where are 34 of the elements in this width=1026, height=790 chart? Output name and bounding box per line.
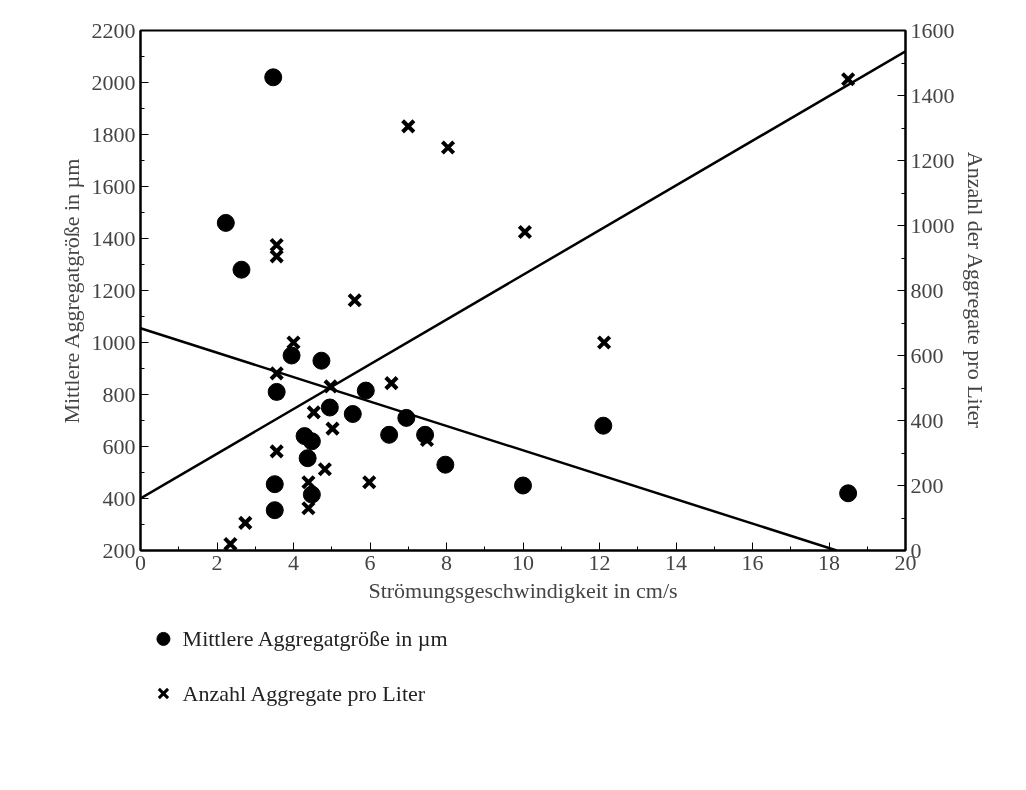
x-axis-title: Strömungsgeschwindigkeit in cm/s	[368, 577, 678, 603]
x-tick-label: 12	[588, 549, 611, 575]
x-tick-label: 16	[741, 549, 764, 575]
x-tick-label: 0	[135, 549, 146, 575]
x-tick-label: 8	[441, 549, 452, 575]
y-tick-label: 200	[102, 537, 136, 563]
x-tick-label: 10	[512, 549, 534, 575]
x-tick-label: 2	[211, 549, 223, 575]
legend-label: Anzahl Aggregate pro Liter	[182, 681, 426, 706]
y2-axis-title: Anzahl der Aggregate pro Liter	[962, 151, 988, 429]
y2-tick-label: 1200	[910, 147, 955, 173]
x-tick-label: 18	[818, 549, 840, 575]
y2-tick-label: 1400	[910, 82, 955, 108]
x-tick-label: 6	[364, 549, 376, 575]
y2-tick-label: 200	[910, 472, 944, 498]
y-tick-label: 1400	[91, 225, 136, 251]
x-tick-label: 4	[288, 549, 299, 575]
y-tick-label: 1200	[91, 277, 136, 303]
x-tick-label: 14	[665, 549, 687, 575]
y2-tick-label: 1000	[910, 212, 955, 238]
y-tick-label: 800	[102, 381, 136, 407]
y-tick-label: 2200	[91, 17, 136, 43]
y2-tick-label: 600	[910, 342, 944, 368]
y-tick-label: 1600	[91, 173, 136, 199]
y2-tick-label: 800	[910, 277, 944, 303]
y2-tick-label: 400	[910, 407, 944, 433]
y2-tick-label: 1600	[910, 17, 955, 43]
y-tick-label: 1000	[91, 329, 136, 355]
y-axis-title: Mittlere Aggregatgröße in µm	[58, 158, 84, 424]
legend-label: Mittlere Aggregatgröße in µm	[182, 626, 448, 652]
y-tick-label: 2000	[91, 69, 136, 95]
y-tick-label: 600	[102, 433, 136, 459]
y-tick-label: 1800	[91, 121, 136, 147]
y-tick-label: 400	[102, 485, 136, 511]
